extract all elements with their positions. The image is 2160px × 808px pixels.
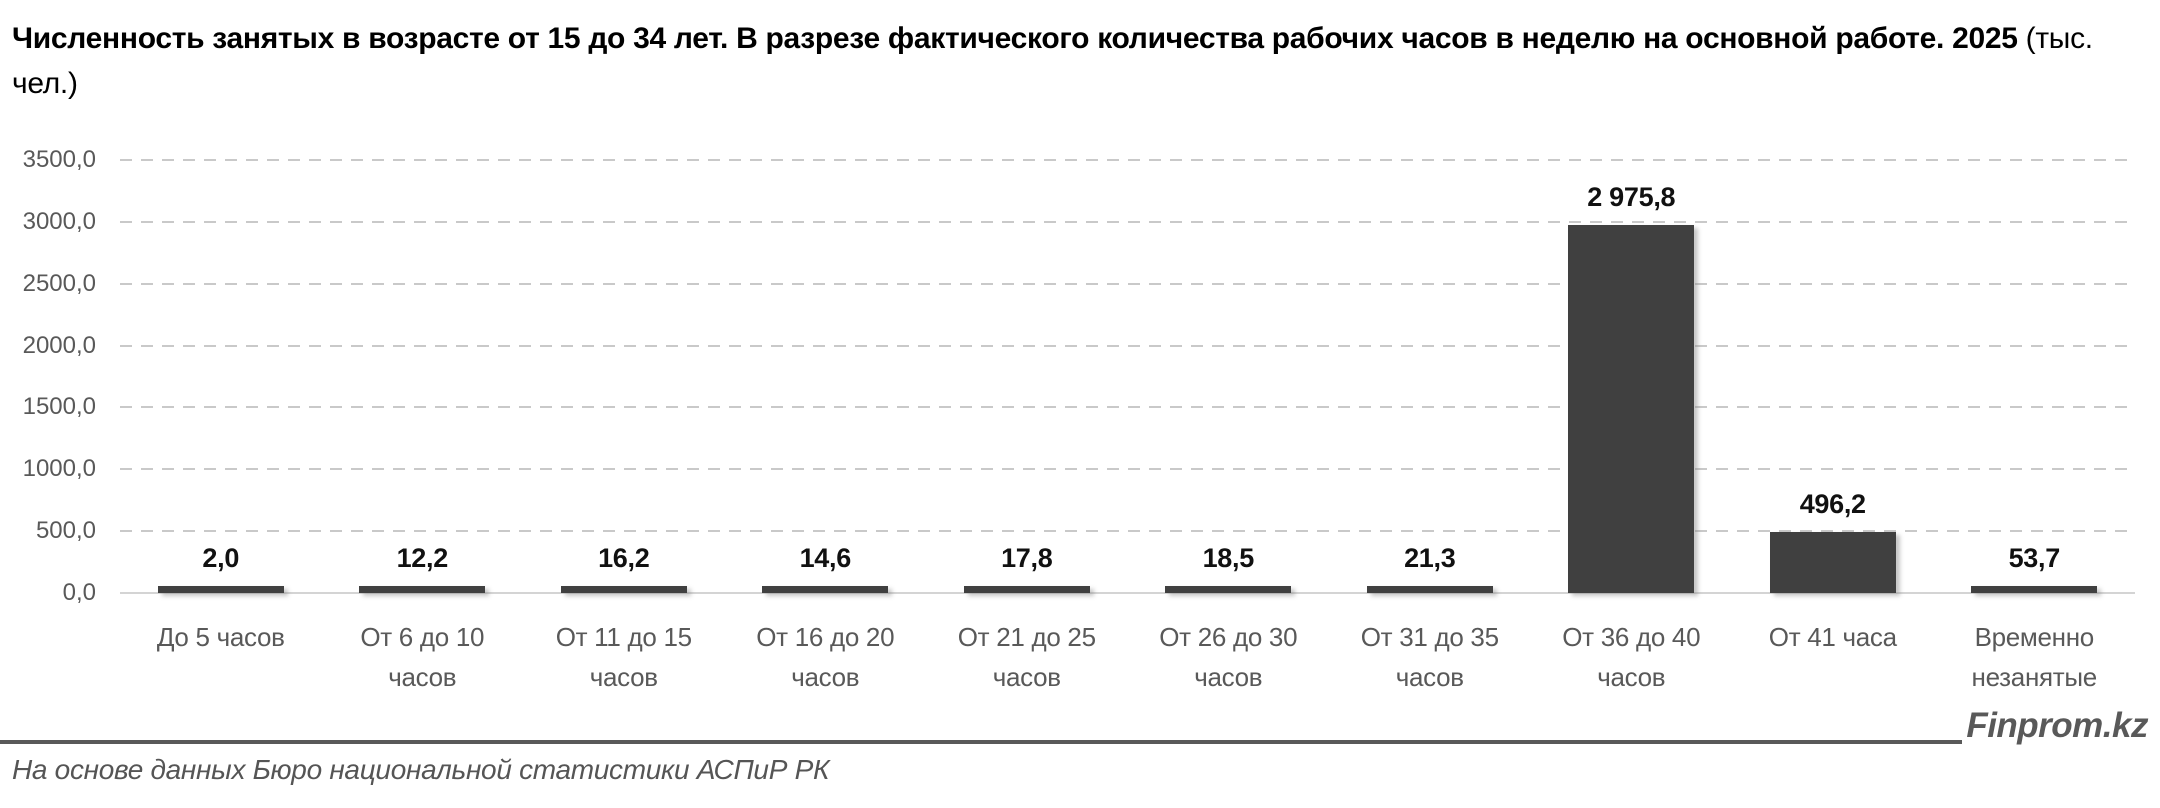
bar-column: 16,2 От 11 до 15 часов	[523, 160, 725, 692]
bar-column: 2 975,8 От 36 до 40 часов	[1531, 160, 1733, 692]
x-axis-category-label: От 36 до 40 часов	[1562, 622, 1701, 692]
bar-value-label: 53,7	[2008, 543, 2061, 573]
gridline	[120, 530, 2135, 533]
gridline	[120, 468, 2135, 471]
bar-value-label: 21,3	[1404, 543, 1456, 573]
bar	[560, 586, 687, 593]
plot-area: 2,0 До 5 часов 12,2 От 6 до 10 часов 16,2 От …	[120, 159, 2136, 692]
bar-value-label: 2 975,8	[1587, 181, 1676, 212]
y-axis-tick-label: 1000,0	[22, 455, 96, 483]
bar	[1769, 531, 1896, 593]
bar	[963, 586, 1090, 593]
bar	[1568, 224, 1695, 593]
bar-value-label: 2,0	[202, 543, 240, 573]
y-axis-tick-label: 0,0	[62, 579, 96, 606]
bar-column: 53,7 Временно незанятые	[1934, 160, 2136, 692]
gridline	[120, 282, 2135, 285]
y-axis-tick-label: 3000,0	[22, 207, 96, 235]
x-axis-category-label: От 21 до 25 часов	[957, 622, 1096, 692]
x-axis-category-label: От 31 до 35 часов	[1360, 622, 1499, 692]
bar-columns: 2,0 До 5 часов 12,2 От 6 до 10 часов 16,2 От …	[120, 160, 2136, 692]
bar-column: 12,2 От 6 до 10 часов	[322, 160, 524, 692]
gridline	[120, 344, 2135, 347]
bar	[1366, 586, 1493, 593]
bar-column: 496,2 От 41 часа	[1732, 160, 1934, 652]
bar-column: 21,3 От 31 до 35 часов	[1329, 160, 1531, 692]
y-axis: 3500,0 3000,0 2500,0 2000,0 1500,0 1000,0 500,…	[0, 146, 100, 606]
x-axis-category-label: Временно незанятые	[1971, 622, 2098, 692]
bar-column: 14,6 От 16 до 20 часов	[725, 160, 927, 692]
bar	[762, 586, 889, 593]
chart-title-unit: (тыс. чел.)	[12, 22, 2093, 100]
bar-column: 17,8 От 21 до 25 часов	[926, 160, 1128, 692]
x-axis-category-label: От 11 до 15 часов	[555, 622, 692, 692]
bar	[1971, 586, 2098, 593]
x-axis-category-label: До 5 часов	[156, 622, 285, 652]
bar-value-label: 16,2	[598, 543, 650, 573]
bar	[1165, 586, 1292, 593]
bar-column: 18,5 От 26 до 30 часов	[1128, 160, 1330, 692]
x-axis-category-label: От 6 до 10 часов	[360, 622, 485, 692]
x-axis-category-label: От 41 часа	[1768, 622, 1897, 652]
gridline	[120, 220, 2135, 223]
bar-column: 2,0 До 5 часов	[120, 160, 322, 652]
bar-value-label: 17,8	[1001, 543, 1053, 573]
bar	[157, 586, 284, 593]
gridline	[120, 406, 2135, 409]
y-axis-tick-label: 2500,0	[22, 269, 96, 297]
bar	[359, 586, 486, 593]
brand-watermark: Finprom.kz	[1966, 706, 2148, 745]
y-axis-tick-label: 500,0	[35, 517, 96, 545]
gridline	[120, 159, 2135, 161]
bar-value-label: 14,6	[799, 543, 852, 573]
chart-title: Численность занятых в возрасте от 15 до …	[12, 16, 2147, 106]
y-axis-tick-label: 2000,0	[22, 331, 96, 359]
x-axis-baseline	[120, 592, 2135, 594]
y-axis-tick-label: 3500,0	[22, 146, 96, 173]
y-axis-tick-label: 1500,0	[22, 393, 96, 421]
x-axis-category-label: От 26 до 30 часов	[1159, 622, 1298, 692]
source-note: На основе данных Бюро национальной стати…	[12, 754, 830, 785]
footer-divider	[0, 740, 1962, 744]
x-axis-category-label: От 16 до 20 часов	[756, 622, 895, 692]
bar-value-label: 496,2	[1799, 488, 1866, 519]
chart-title-main: Численность занятых в возрасте от 15 до …	[12, 22, 2018, 55]
bar-value-label: 12,2	[396, 543, 449, 573]
bar-value-label: 18,5	[1202, 543, 1255, 573]
